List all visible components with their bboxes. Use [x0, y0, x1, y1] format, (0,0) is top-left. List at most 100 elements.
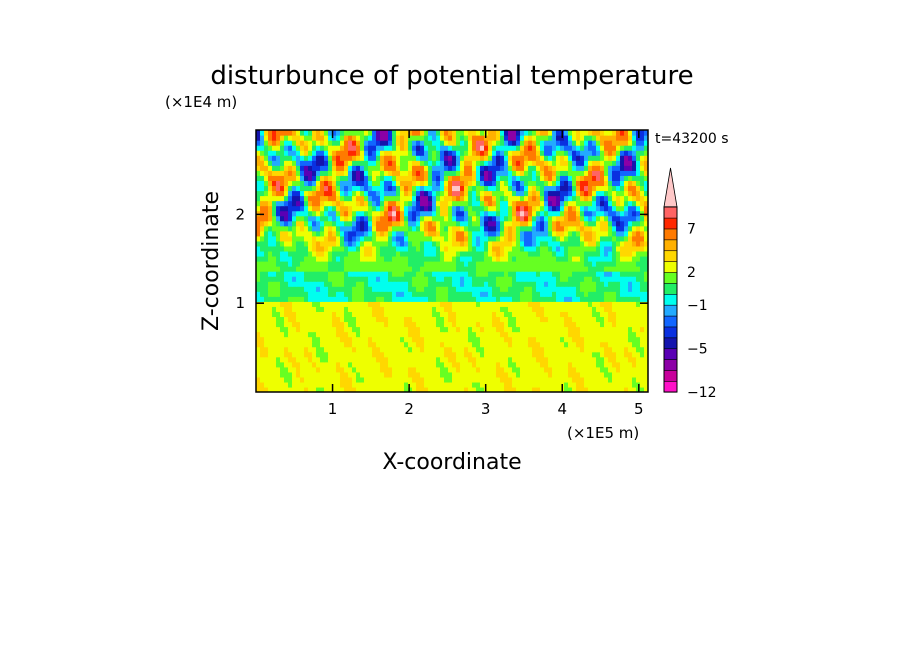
- field-cell: [304, 175, 309, 181]
- field-cell: [428, 180, 433, 187]
- field-cell: [504, 190, 509, 197]
- field-cell: [504, 271, 509, 277]
- field-cell: [432, 386, 437, 392]
- field-cell: [520, 165, 525, 171]
- field-cell: [424, 336, 429, 343]
- field-cell: [264, 220, 269, 227]
- field-cell: [272, 165, 277, 171]
- field-cell: [296, 371, 301, 378]
- field-cell: [644, 311, 648, 318]
- field-cell: [384, 155, 389, 161]
- field-cell: [400, 341, 405, 348]
- field-cell: [388, 271, 393, 277]
- field-cell: [456, 180, 461, 187]
- field-cell: [612, 175, 617, 181]
- field-cell: [604, 351, 609, 358]
- field-cell: [272, 346, 277, 353]
- field-cell: [504, 135, 509, 141]
- field-cell: [460, 185, 465, 192]
- field-cell: [308, 371, 313, 378]
- field-cell: [640, 150, 645, 156]
- field-cell: [260, 271, 265, 277]
- field-cell: [348, 175, 353, 181]
- field-cell: [500, 351, 505, 358]
- field-cell: [524, 316, 529, 323]
- field-cell: [580, 386, 585, 392]
- field-cell: [608, 245, 613, 252]
- field-cell: [636, 250, 641, 257]
- field-cell: [524, 291, 529, 297]
- field-cell: [260, 316, 265, 323]
- field-cell: [476, 155, 481, 161]
- field-cell: [304, 316, 309, 323]
- field-cell: [548, 160, 553, 166]
- field-cell: [480, 195, 485, 202]
- field-cell: [588, 200, 593, 207]
- field-cell: [524, 160, 529, 166]
- field-cell: [560, 205, 565, 212]
- field-cell: [304, 225, 309, 232]
- field-cell: [352, 185, 357, 192]
- field-cell: [516, 326, 521, 333]
- field-cell: [612, 336, 617, 343]
- field-cell: [520, 220, 525, 227]
- field-cell: [464, 180, 469, 187]
- field-cell: [460, 160, 465, 166]
- field-cell: [404, 160, 409, 166]
- field-cell: [304, 296, 309, 302]
- field-cell: [580, 341, 585, 348]
- field-cell: [344, 140, 349, 146]
- field-cell: [464, 356, 469, 363]
- field-cell: [628, 296, 633, 302]
- field-cell: [612, 245, 617, 252]
- field-cell: [348, 140, 353, 146]
- field-cell: [620, 245, 625, 252]
- field-cell: [568, 205, 573, 212]
- field-cell: [364, 346, 369, 353]
- field-cell: [616, 215, 621, 222]
- field-cell: [460, 306, 465, 312]
- field-cell: [452, 331, 457, 338]
- field-cell: [464, 301, 469, 307]
- field-cell: [552, 356, 557, 363]
- field-cell: [384, 326, 389, 333]
- field-cell: [560, 190, 565, 197]
- field-cell: [516, 195, 521, 202]
- field-cell: [532, 381, 537, 388]
- field-cell: [372, 366, 377, 373]
- field-cell: [424, 361, 429, 368]
- field-cell: [452, 160, 457, 166]
- field-cell: [316, 140, 321, 146]
- field-cell: [516, 286, 521, 292]
- field-cell: [620, 150, 625, 156]
- field-cell: [484, 145, 489, 151]
- field-cell: [268, 215, 273, 222]
- field-cell: [632, 271, 637, 277]
- field-cell: [320, 321, 325, 328]
- field-cell: [616, 150, 621, 156]
- field-cell: [584, 160, 589, 166]
- field-cell: [332, 261, 337, 267]
- field-cell: [520, 386, 525, 392]
- field-cell: [308, 381, 313, 388]
- field-cell: [604, 306, 609, 312]
- field-cell: [456, 281, 461, 287]
- field-cell: [380, 291, 385, 297]
- field-cell: [416, 200, 421, 207]
- field-cell: [636, 346, 641, 353]
- field-cell: [528, 381, 533, 388]
- field-cell: [316, 190, 321, 197]
- field-cell: [500, 311, 505, 318]
- field-cell: [400, 311, 405, 318]
- field-cell: [548, 240, 553, 247]
- field-cell: [484, 170, 489, 176]
- field-cell: [560, 351, 565, 358]
- field-cell: [384, 381, 389, 388]
- field-cell: [476, 175, 481, 181]
- field-cell: [576, 250, 581, 257]
- field-cell: [260, 341, 265, 348]
- field-cell: [412, 291, 417, 297]
- field-cell: [412, 371, 417, 378]
- field-cell: [632, 210, 637, 217]
- field-cell: [572, 210, 577, 217]
